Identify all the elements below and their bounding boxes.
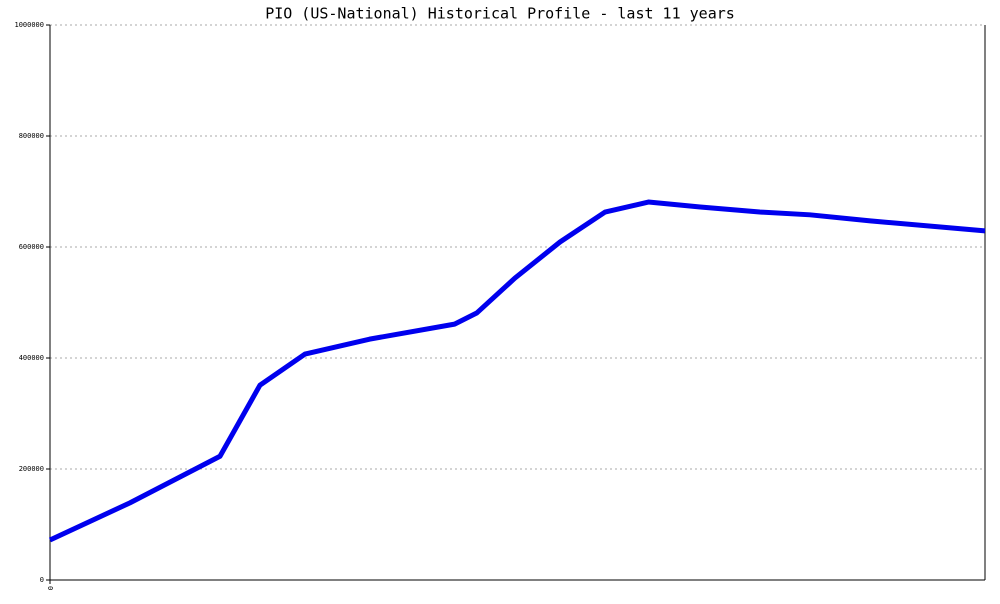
- chart-title: PIO (US-National) Historical Profile - l…: [265, 5, 735, 23]
- data-line: [48, 199, 986, 543]
- y-tick-label: 1000000: [14, 21, 44, 29]
- y-tick-label: 800000: [19, 132, 44, 140]
- y-tick-label: 600000: [19, 243, 44, 251]
- x-tick-label: 0: [46, 586, 54, 590]
- y-tick-label: 200000: [19, 465, 44, 473]
- y-tick-label: 0: [40, 576, 44, 584]
- y-tick-label: 400000: [19, 354, 44, 362]
